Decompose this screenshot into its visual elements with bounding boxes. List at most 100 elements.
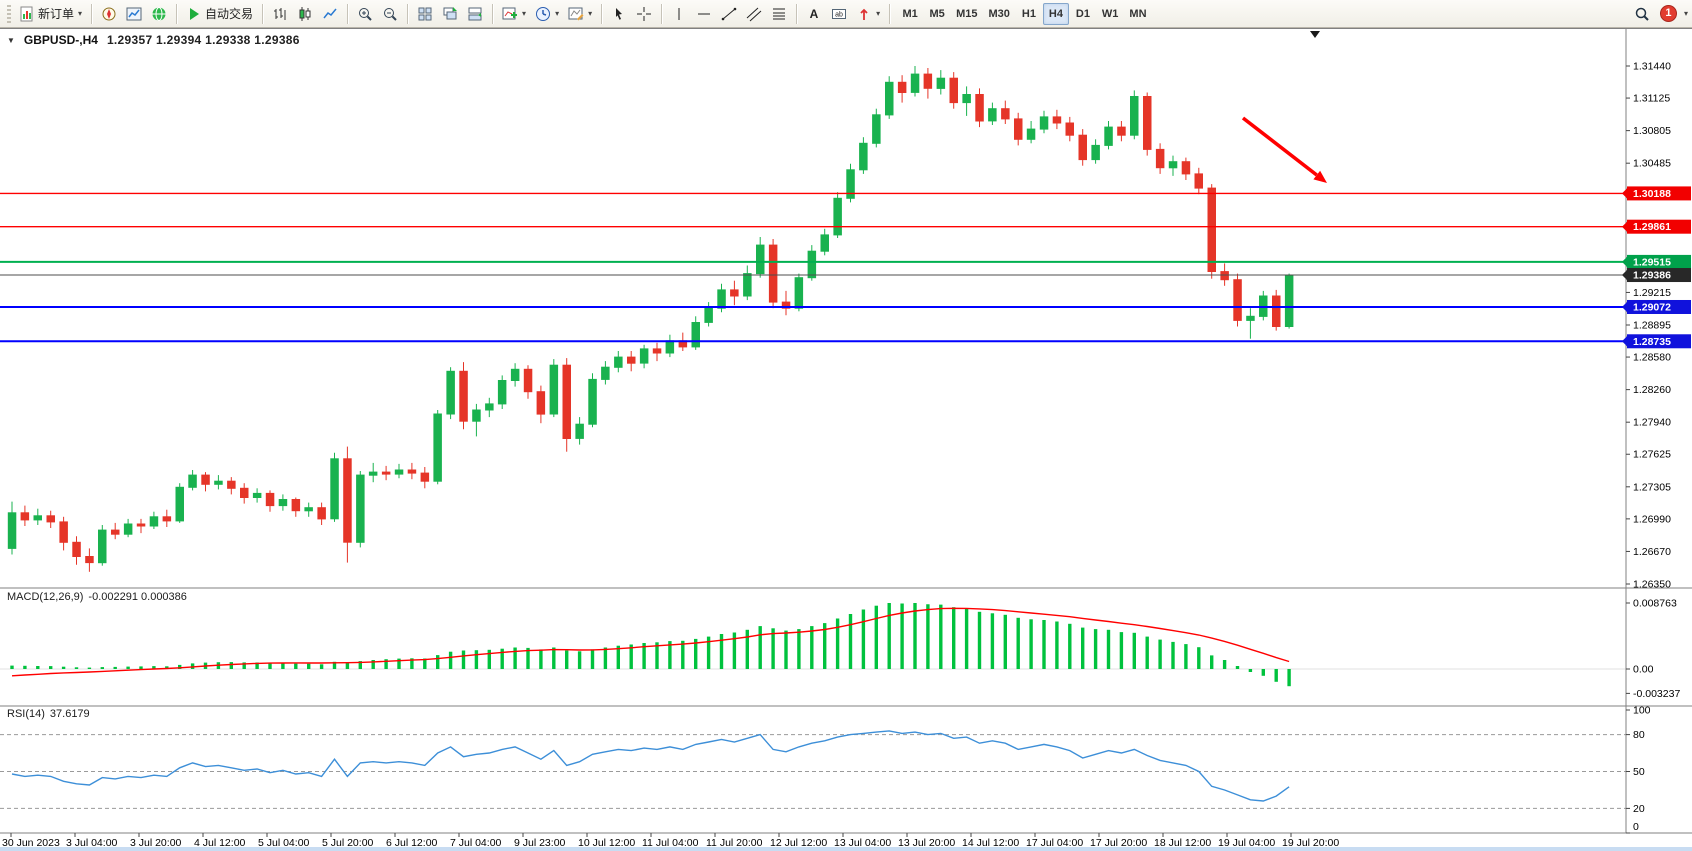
toolbar-overflow-chevron-icon[interactable]: ▾: [1683, 9, 1688, 18]
time-axis-label: 17 Jul 20:00: [1090, 837, 1147, 849]
doc-chart-icon: [19, 6, 35, 22]
rsi-tick-label: 50: [1633, 766, 1645, 778]
line-chart-icon: [322, 6, 338, 22]
timeframe-mn-button[interactable]: MN: [1124, 3, 1151, 25]
time-axis-label: 3 Jul 04:00: [66, 837, 118, 849]
zoom-out-button[interactable]: [378, 2, 402, 26]
toolbar-separator: [796, 3, 798, 24]
text-button[interactable]: A: [802, 2, 826, 26]
timeframe-m15-button[interactable]: M15: [951, 3, 982, 25]
time-axis-label: 18 Jul 12:00: [1154, 837, 1211, 849]
ohlc-bars-icon: [272, 6, 288, 22]
chart-symbol-header: ▼ GBPUSD-,H4 1.29357 1.29394 1.29338 1.2…: [7, 33, 300, 47]
search-icon: [1634, 6, 1650, 22]
rsi-level-lines: [0, 734, 1626, 809]
candlestick-chart-button[interactable]: [293, 2, 317, 26]
price-tick-label: 1.28260: [1633, 384, 1671, 396]
crosshair-icon: [636, 6, 652, 22]
toolbar-separator: [407, 3, 409, 24]
chevron-down-icon: ▾: [522, 9, 527, 18]
chart-canvas[interactable]: 1.31440 1.31125 1.30805 1.30485 1.29215 1.288…: [0, 28, 1692, 851]
timeframe-d1-button[interactable]: D1: [1070, 3, 1096, 25]
cascade-windows-button[interactable]: [438, 2, 462, 26]
fibo-icon: [771, 6, 787, 22]
channel-icon: [746, 6, 762, 22]
text-icon: A: [806, 6, 822, 22]
timeframe-m30-button[interactable]: M30: [984, 3, 1015, 25]
toolbar-separator: [262, 3, 264, 24]
time-axis-label: 5 Jul 20:00: [322, 837, 374, 849]
crosshair-button[interactable]: [632, 2, 656, 26]
price-tick-label: 1.31125: [1633, 93, 1670, 105]
new-order-button[interactable]: 新订单 ▾: [15, 2, 86, 26]
periods-button[interactable]: ▾: [531, 2, 563, 26]
rsi-tick-label: 20: [1633, 803, 1645, 815]
chevron-down-icon: ▾: [78, 9, 83, 18]
equidistant-channel-button[interactable]: [742, 2, 766, 26]
arrange-windows-button[interactable]: [463, 2, 487, 26]
rsi-name: RSI(14): [7, 708, 45, 720]
red-arrow-annotation[interactable]: [1241, 116, 1318, 177]
rsi-axis: 100 80 50 20 0: [1626, 705, 1651, 834]
new-chart-button[interactable]: ▾: [498, 2, 530, 26]
zoom-in-icon: [357, 6, 373, 22]
chart-window-button[interactable]: [122, 2, 146, 26]
timeframe-w1-button[interactable]: W1: [1097, 3, 1124, 25]
rsi-tick-label: 80: [1633, 729, 1645, 741]
notification-badge[interactable]: 1: [1659, 5, 1677, 22]
price-axis[interactable]: 1.31440 1.31125 1.30805 1.30485 1.29215 1.288…: [1622, 61, 1691, 591]
horizontal-price-lines[interactable]: [0, 192, 1626, 343]
price-level-badge: 1.29861: [1633, 221, 1671, 233]
price-level-badge: 1.29072: [1633, 301, 1671, 313]
trendline-button[interactable]: [717, 2, 741, 26]
window-bottom-edge: [0, 847, 1692, 851]
auto-trading-button[interactable]: 自动交易: [182, 2, 257, 26]
auto-trading-button-label: 自动交易: [205, 7, 254, 21]
vline-icon: [671, 6, 687, 22]
fibonacci-button[interactable]: [767, 2, 791, 26]
bar-chart-button[interactable]: [268, 2, 292, 26]
search-button[interactable]: [1630, 2, 1654, 26]
timeframe-h4-button[interactable]: H4: [1042, 2, 1069, 25]
cursor-button[interactable]: [607, 2, 631, 26]
time-axis-label: 13 Jul 20:00: [898, 837, 955, 849]
horizontal-line-button[interactable]: [692, 2, 716, 26]
collapse-triangle-icon[interactable]: ▼: [7, 36, 15, 45]
price-tick-label: 1.27940: [1633, 417, 1671, 429]
time-axis-label: 17 Jul 04:00: [1026, 837, 1083, 849]
price-level-badge: 1.30188: [1633, 188, 1671, 200]
timeframe-toolbar: M1 M5 M15 M30 H1 H4 D1 W1 MN: [897, 2, 1151, 25]
tile-windows-button[interactable]: [413, 2, 437, 26]
symbol-timeframe-label: GBPUSD-,H4: [23, 33, 98, 47]
timeframe-m1-button[interactable]: M1: [897, 3, 923, 25]
line-chart-button[interactable]: [318, 2, 342, 26]
timeframe-m5-button[interactable]: M5: [924, 3, 950, 25]
navigator-button[interactable]: [147, 2, 171, 26]
time-axis-label: 19 Jul 20:00: [1282, 837, 1339, 849]
market-watch-button[interactable]: [97, 2, 121, 26]
rsi-tick-label: 0: [1633, 821, 1639, 833]
chart-shift-marker[interactable]: [1310, 31, 1320, 38]
time-axis-label: 19 Jul 04:00: [1218, 837, 1275, 849]
label-icon: ab: [831, 6, 847, 22]
time-axis[interactable]: 30 Jun 2023 3 Jul 04:00 3 Jul 20:00 4 Jul 1…: [2, 833, 1339, 849]
svg-text:A: A: [810, 7, 819, 21]
toolbar-separator: [889, 3, 891, 24]
toolbar-grip-handle[interactable]: [7, 4, 11, 23]
arrows-button[interactable]: ▾: [852, 2, 884, 26]
macd-tick-label: 0.00: [1633, 664, 1654, 676]
zoom-in-button[interactable]: [353, 2, 377, 26]
tile-icon: [417, 6, 433, 22]
price-tick-label: 1.26350: [1633, 579, 1671, 591]
annotations[interactable]: [1241, 31, 1327, 183]
timeframe-h1-button[interactable]: H1: [1016, 3, 1042, 25]
time-axis-label: 6 Jul 12:00: [386, 837, 438, 849]
red-arrow-head[interactable]: [1313, 170, 1327, 183]
chevron-down-icon: ▾: [555, 9, 560, 18]
text-label-button[interactable]: ab: [827, 2, 851, 26]
vertical-line-button[interactable]: [667, 2, 691, 26]
templates-button[interactable]: ▾: [564, 2, 596, 26]
price-tick-label: 1.27305: [1633, 481, 1671, 493]
price-tick-label: 1.26990: [1633, 513, 1671, 525]
